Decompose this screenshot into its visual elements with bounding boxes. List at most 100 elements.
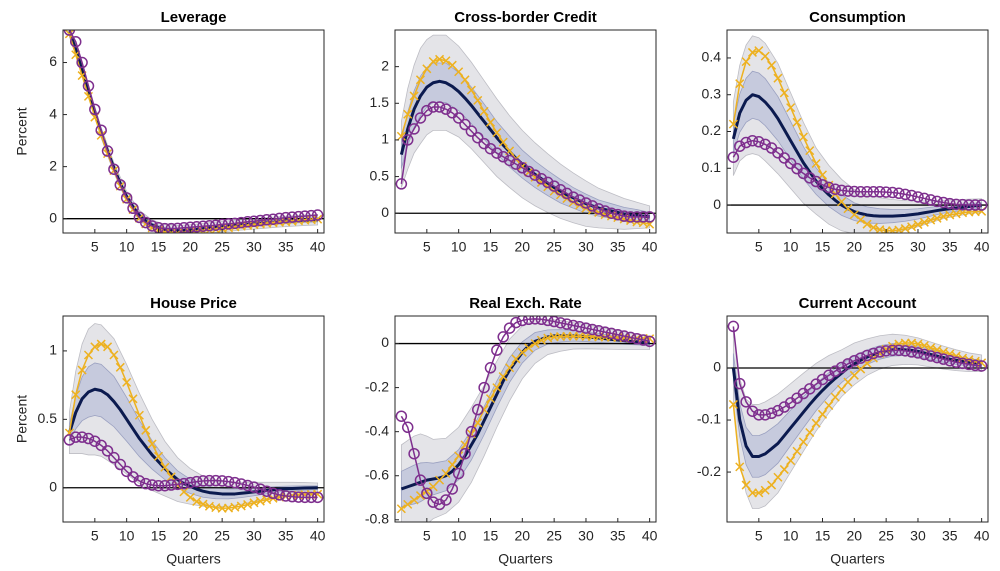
marker	[305, 209, 318, 222]
y-tick-label: 0.5	[38, 410, 58, 426]
marker	[440, 494, 452, 506]
marker	[292, 491, 305, 503]
marker	[792, 446, 802, 456]
marker	[754, 488, 764, 498]
marker	[408, 123, 420, 135]
marker	[503, 154, 516, 167]
marker	[454, 451, 464, 461]
marker	[95, 124, 107, 136]
marker	[548, 180, 560, 192]
y-tick-label: 2	[381, 57, 389, 73]
marker	[830, 392, 840, 402]
marker	[203, 219, 216, 232]
marker	[536, 335, 546, 345]
marker	[861, 186, 873, 198]
marker	[950, 356, 962, 369]
marker	[542, 316, 554, 327]
y-tick-label: 0.3	[702, 85, 722, 101]
y-tick-label: 1	[49, 342, 57, 358]
marker	[159, 479, 171, 492]
x-axis-label: Quarters	[166, 551, 220, 567]
marker	[498, 372, 508, 382]
marker	[241, 479, 254, 492]
marker	[554, 184, 567, 196]
marker	[248, 215, 260, 228]
marker	[414, 474, 427, 486]
marker	[311, 491, 324, 504]
marker	[292, 210, 305, 223]
marker	[165, 479, 177, 491]
marker	[76, 431, 88, 443]
marker	[127, 202, 139, 215]
marker	[76, 56, 88, 69]
marker	[396, 131, 406, 141]
marker	[740, 396, 752, 408]
marker	[69, 35, 82, 48]
panel-title: Current Account	[799, 295, 917, 312]
x-tick-label: 25	[214, 528, 230, 544]
marker	[128, 394, 138, 404]
marker	[447, 460, 457, 470]
marker	[428, 56, 438, 67]
marker	[918, 192, 931, 205]
marker	[473, 95, 483, 105]
marker	[727, 151, 740, 163]
marker	[421, 104, 433, 117]
marker	[159, 222, 171, 233]
marker	[798, 132, 808, 142]
marker	[835, 361, 848, 374]
marker	[485, 394, 496, 404]
marker	[637, 334, 650, 346]
marker	[441, 468, 451, 479]
marker	[580, 197, 592, 209]
panel-title: Consumption	[809, 9, 906, 26]
marker	[77, 365, 87, 375]
marker	[403, 499, 413, 509]
marker	[273, 489, 286, 501]
marker	[586, 323, 599, 336]
marker	[849, 210, 859, 220]
x-tick-label: 10	[119, 528, 135, 544]
plot-area	[395, 34, 656, 230]
x-tick-label: 5	[755, 239, 763, 255]
marker	[542, 176, 554, 189]
marker	[459, 447, 471, 460]
marker	[101, 445, 114, 457]
axes-box	[726, 315, 989, 523]
marker	[452, 467, 465, 480]
marker	[854, 186, 867, 198]
marker	[535, 173, 548, 185]
marker	[919, 341, 929, 351]
marker	[811, 158, 821, 169]
y-tick-label: -0.2	[697, 463, 721, 479]
y-tick-label: 0	[49, 478, 57, 494]
axes-box	[62, 29, 325, 234]
marker	[746, 405, 759, 417]
x-tick-label: 30	[246, 239, 262, 255]
panel: 0 0.1 0.2 0.3 0.4 5 10 15 20 25 30 35 40 Consumption	[702, 9, 990, 255]
marker	[592, 203, 605, 215]
marker	[963, 199, 975, 211]
marker	[103, 342, 113, 352]
x-tick-label: 10	[783, 528, 799, 544]
marker	[829, 183, 841, 195]
marker	[505, 363, 515, 373]
x-tick-label: 15	[151, 528, 167, 544]
marker	[133, 475, 146, 487]
marker	[305, 491, 318, 504]
marker	[140, 216, 152, 229]
marker	[887, 226, 898, 233]
marker	[83, 350, 93, 360]
marker	[753, 409, 765, 421]
marker	[498, 137, 508, 147]
x-tick-label: 40	[974, 528, 990, 544]
marker	[109, 350, 119, 360]
marker	[529, 169, 541, 181]
marker	[767, 60, 777, 70]
marker	[740, 136, 752, 149]
marker	[280, 211, 292, 224]
x-tick-label: 20	[183, 239, 199, 255]
marker	[969, 359, 982, 372]
